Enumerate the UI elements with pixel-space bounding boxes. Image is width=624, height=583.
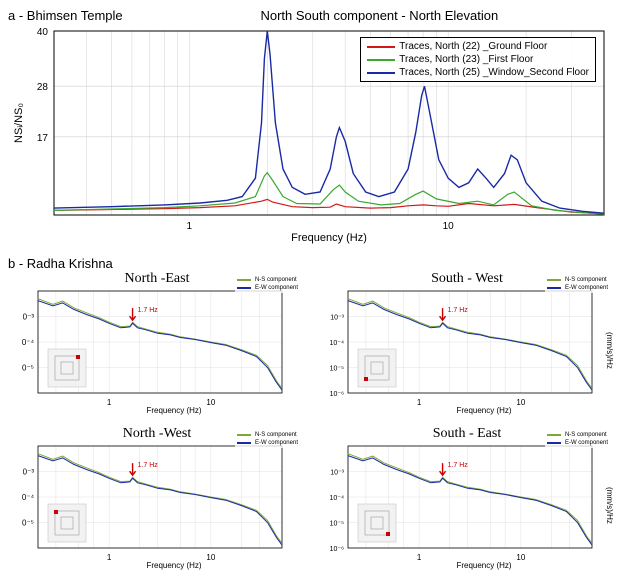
panel-a-chart: 17 28 40 1 10 Frequency (Hz) NSᵢ/NS₀ Traces, N…: [8, 25, 616, 250]
svg-text:1: 1: [417, 553, 422, 562]
mini-chart-legend: N-S componentE-W component: [235, 275, 300, 293]
svg-text:1.7 Hz: 1.7 Hz: [138, 462, 159, 469]
svg-text:0⁻⁵: 0⁻⁵: [22, 519, 34, 528]
svg-text:0⁻⁴: 0⁻⁴: [22, 338, 35, 347]
svg-text:10⁻⁴: 10⁻⁴: [330, 495, 345, 502]
svg-text:1.7 Hz: 1.7 Hz: [138, 307, 159, 314]
panel-a-legend: Traces, North (22) _Ground FloorTraces, …: [360, 37, 596, 82]
mini-chart-ylabel: (mm/s)/Hz: [605, 332, 614, 369]
svg-text:0⁻⁵: 0⁻⁵: [22, 364, 34, 373]
svg-text:10: 10: [443, 221, 455, 232]
svg-text:NSᵢ/NS₀: NSᵢ/NS₀: [13, 103, 25, 143]
mini-chart-ylabel: (mm/s)/Hz: [605, 487, 614, 524]
svg-text:10⁻³: 10⁻³: [330, 470, 344, 477]
svg-text:10⁻⁵: 10⁻⁵: [330, 366, 344, 373]
svg-text:10: 10: [206, 398, 215, 407]
mini-chart: South - East1.7 Hz110Frequency (Hz)10⁻³1…: [318, 426, 616, 575]
svg-text:Frequency (Hz): Frequency (Hz): [291, 232, 367, 244]
mini-chart: North -East1.7 Hz110Frequency (Hz)0⁻³0⁻⁴…: [8, 271, 306, 420]
mini-chart-legend: N-S componentE-W component: [235, 430, 300, 448]
svg-text:40: 40: [37, 27, 49, 38]
svg-text:Frequency (Hz): Frequency (Hz): [456, 561, 511, 570]
svg-text:10: 10: [206, 553, 215, 562]
mini-chart: North -West1.7 Hz110Frequency (Hz)0⁻³0⁻⁴…: [8, 426, 306, 575]
svg-text:10⁻⁶: 10⁻⁶: [330, 391, 344, 398]
svg-text:10⁻⁴: 10⁻⁴: [330, 340, 345, 347]
panel-a-title: North South component - North Elevation: [143, 8, 616, 23]
svg-text:1: 1: [107, 553, 112, 562]
svg-text:1: 1: [107, 398, 112, 407]
panel-b-label: b - Radha Krishna: [8, 256, 616, 271]
svg-text:0⁻³: 0⁻³: [23, 313, 35, 322]
svg-text:10⁻³: 10⁻³: [330, 315, 344, 322]
svg-text:1: 1: [187, 221, 193, 232]
svg-text:Frequency (Hz): Frequency (Hz): [146, 406, 201, 415]
mini-chart-legend: N-S componentE-W component: [545, 275, 610, 293]
svg-text:17: 17: [37, 133, 49, 144]
panel-a-label: a - Bhimsen Temple: [8, 8, 123, 23]
svg-text:1.7 Hz: 1.7 Hz: [448, 307, 469, 314]
svg-text:28: 28: [37, 82, 49, 93]
svg-text:Frequency (Hz): Frequency (Hz): [146, 561, 201, 570]
svg-text:1: 1: [417, 398, 422, 407]
mini-chart-legend: N-S componentE-W component: [545, 430, 610, 448]
svg-text:Frequency (Hz): Frequency (Hz): [456, 406, 511, 415]
svg-text:10: 10: [516, 398, 525, 407]
mini-chart: South - West1.7 Hz110Frequency (Hz)10⁻³1…: [318, 271, 616, 420]
svg-text:10⁻⁶: 10⁻⁶: [330, 546, 344, 553]
svg-text:1.7 Hz: 1.7 Hz: [448, 462, 469, 469]
svg-text:10: 10: [516, 553, 525, 562]
panel-b-grid: North -East1.7 Hz110Frequency (Hz)0⁻³0⁻⁴…: [8, 271, 616, 575]
svg-text:0⁻³: 0⁻³: [23, 468, 35, 477]
svg-text:10⁻⁵: 10⁻⁵: [330, 521, 344, 528]
svg-text:0⁻⁴: 0⁻⁴: [22, 493, 35, 502]
